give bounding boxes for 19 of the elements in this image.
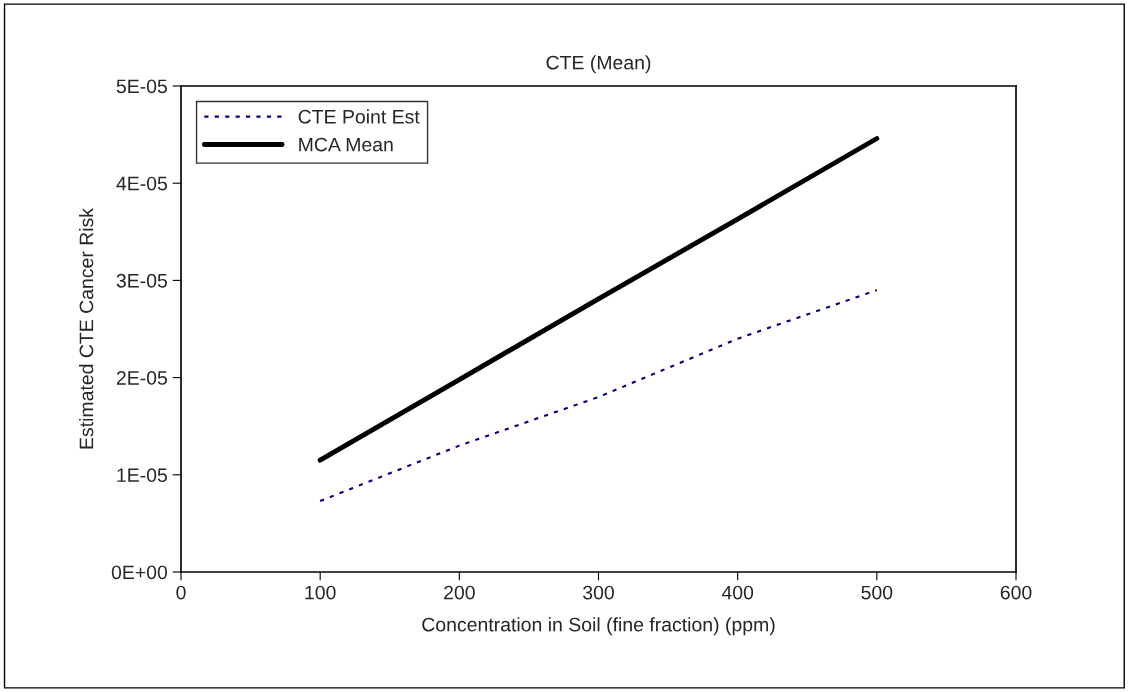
y-axis-title: Estimated CTE Cancer Risk xyxy=(79,207,94,449)
x-tick-label: 400 xyxy=(721,585,754,600)
chart-title: CTE (Mean) xyxy=(546,55,651,74)
x-tick-label: 600 xyxy=(1000,585,1032,600)
legend-label: CTE Point Est xyxy=(298,109,420,124)
x-tick-label: 300 xyxy=(583,585,614,600)
line-series xyxy=(319,289,878,503)
x-tick-label: 100 xyxy=(305,585,336,600)
y-tick-label: 1E-05 xyxy=(117,468,167,483)
y-tick-label: 5E-05 xyxy=(116,79,167,94)
x-axis-title: Concentration in Soil (fine fraction) (ppm) xyxy=(422,617,775,636)
y-tick-label: 2E-05 xyxy=(116,371,167,385)
x-tick-label: 200 xyxy=(444,585,475,600)
y-tick-label: 0E+00 xyxy=(111,565,168,580)
y-tick-label: 3E-05 xyxy=(116,273,167,288)
x-tick-label: 0 xyxy=(176,585,186,600)
legend-label: MCA Mean xyxy=(299,137,393,152)
y-tick-label: 4E-05 xyxy=(116,176,167,191)
x-tick-label: 500 xyxy=(861,585,893,600)
